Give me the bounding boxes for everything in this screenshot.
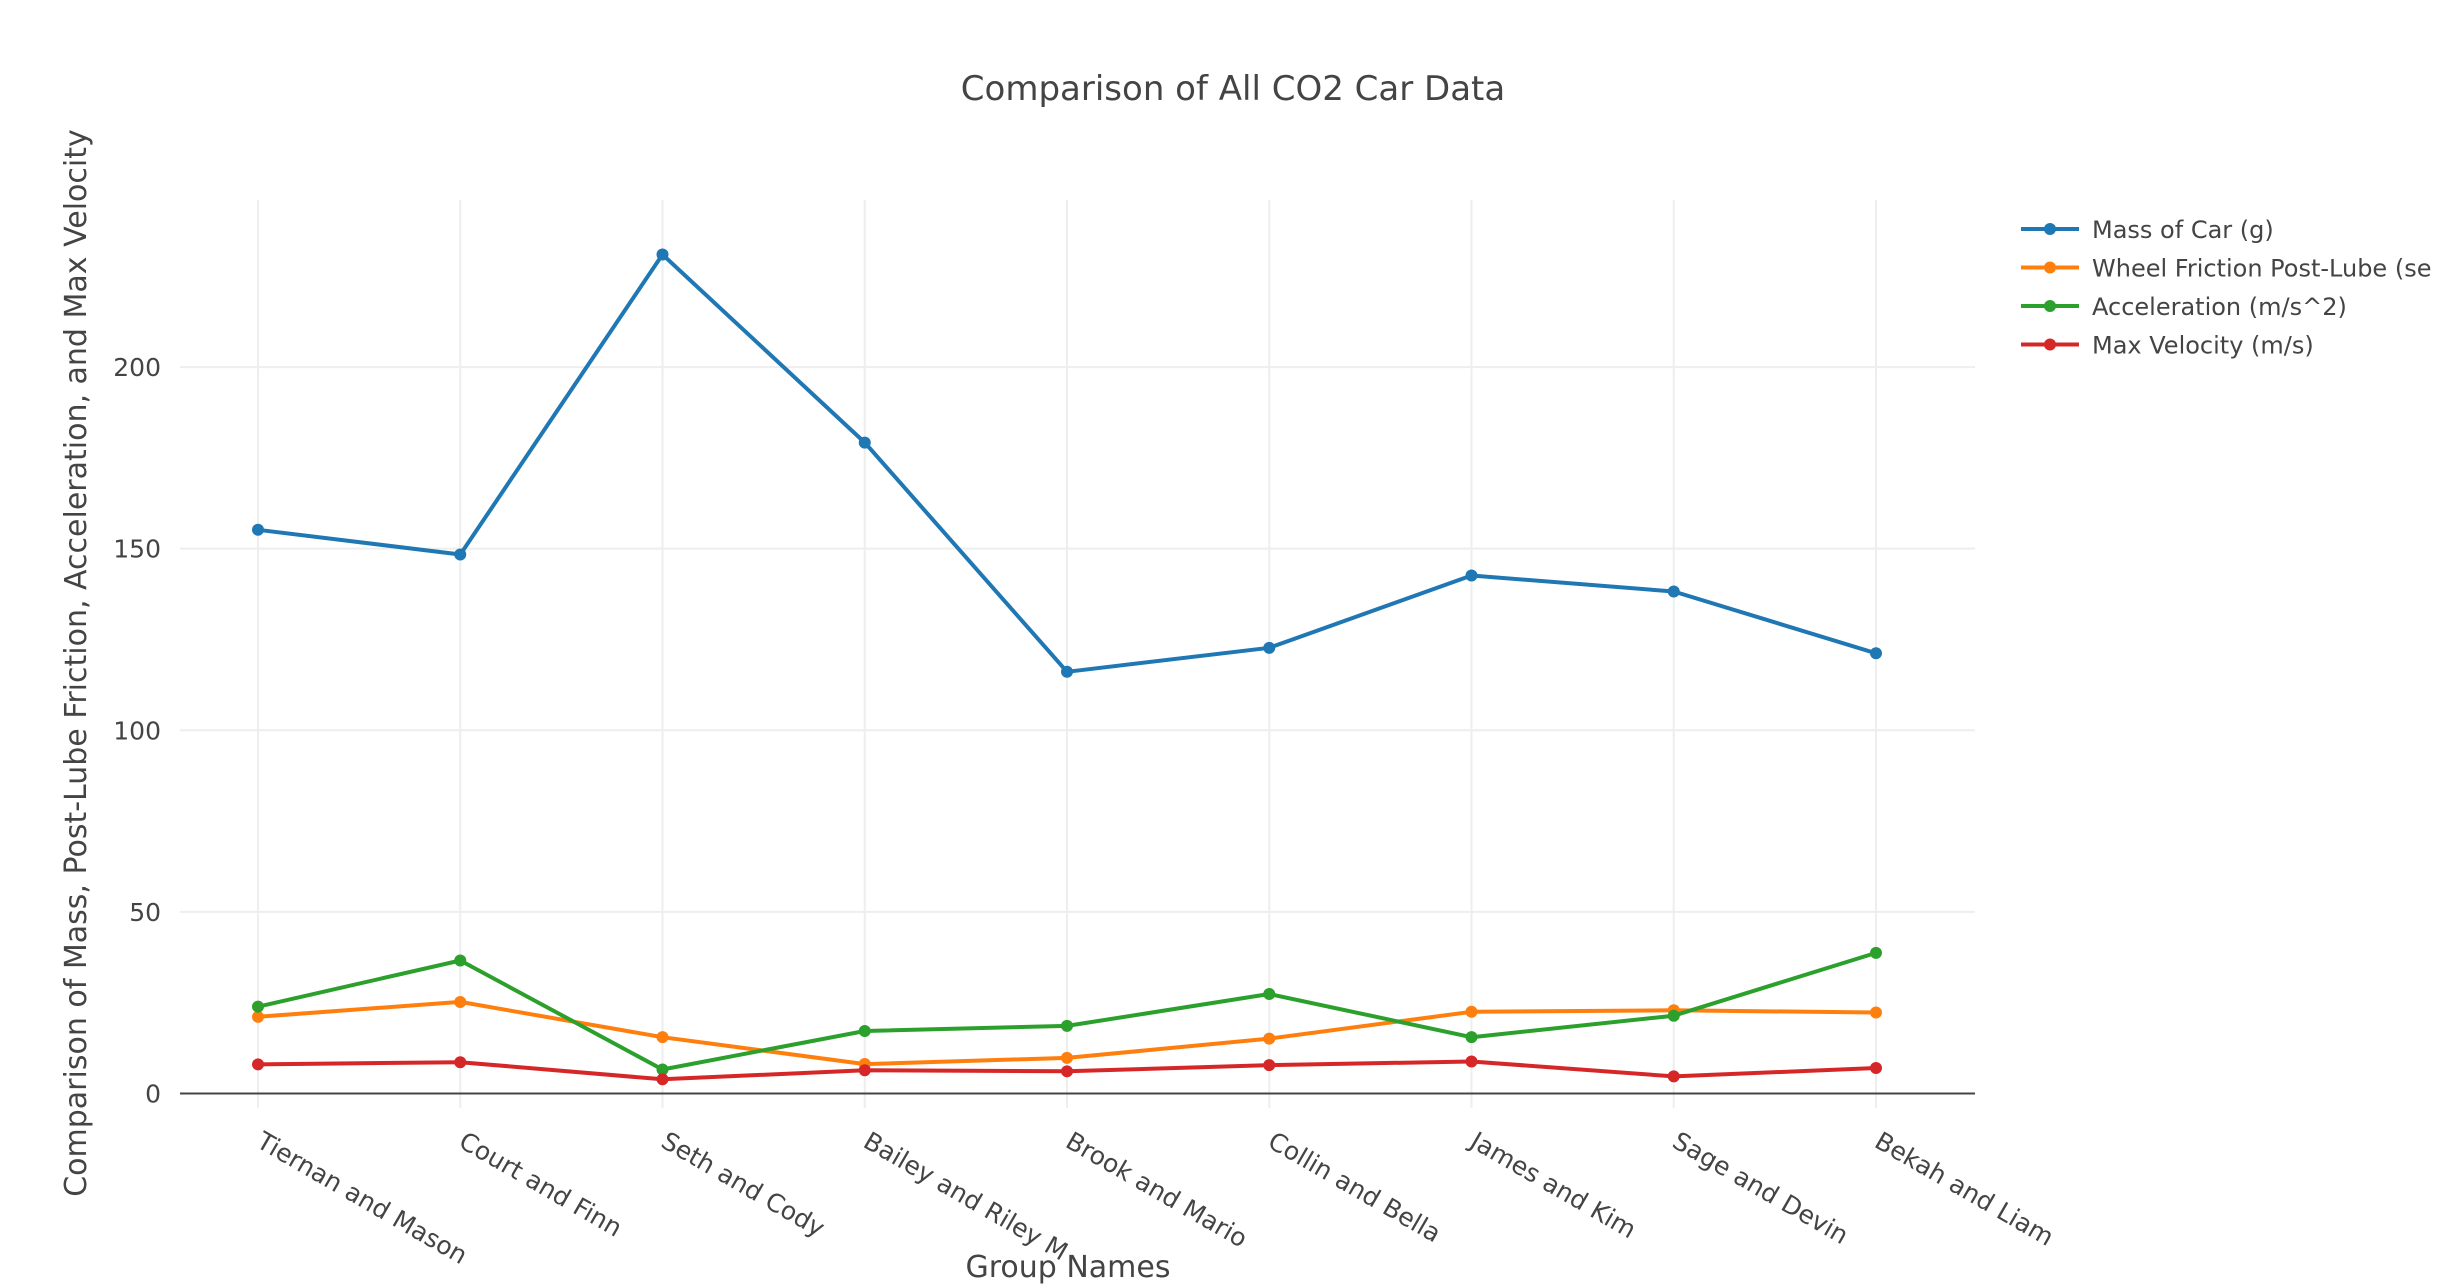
legend-item[interactable]: Acceleration (m/s^2) <box>2021 293 2347 321</box>
series-2 <box>252 995 1882 1071</box>
data-point[interactable] <box>252 1000 264 1013</box>
data-point[interactable] <box>858 1025 871 1038</box>
data-point[interactable] <box>1870 647 1882 660</box>
data-point[interactable] <box>454 995 467 1008</box>
data-point[interactable] <box>1263 1032 1276 1045</box>
x-tick-label: Tiernan and Mason <box>251 1126 472 1270</box>
legend-swatch-marker <box>2044 223 2056 235</box>
y-tick-label: 200 <box>113 353 161 382</box>
legend-item[interactable]: Max Velocity (m/s) <box>2021 332 2314 360</box>
series-layer <box>252 248 1882 1086</box>
data-point[interactable] <box>252 1010 264 1023</box>
data-point[interactable] <box>1061 1051 1073 1064</box>
data-point[interactable] <box>656 1073 669 1086</box>
legend-swatch-marker <box>2044 261 2056 274</box>
data-point[interactable] <box>1465 1031 1478 1044</box>
data-point[interactable] <box>252 1058 264 1071</box>
x-tick-label: Collin and Bella <box>1263 1126 1446 1248</box>
data-point[interactable] <box>1263 987 1276 1000</box>
x-axis-title: Group Names <box>965 1250 1170 1284</box>
data-point[interactable] <box>1263 641 1276 654</box>
data-point[interactable] <box>1870 1062 1882 1075</box>
legend[interactable]: Mass of Car (g) Wheel Friction Post-Lube … <box>2021 216 2431 360</box>
data-point[interactable] <box>1465 1005 1478 1018</box>
data-point[interactable] <box>656 248 669 261</box>
y-tick-label: 0 <box>145 1079 161 1108</box>
x-tick-label: Bailey and Riley M <box>859 1126 1073 1266</box>
data-point[interactable] <box>454 548 467 561</box>
y-tick-label: 150 <box>113 535 161 564</box>
data-point[interactable] <box>656 1031 669 1044</box>
legend-item[interactable]: Mass of Car (g) <box>2021 216 2274 244</box>
x-tick-label: Seth and Cody <box>657 1126 830 1243</box>
legend-item[interactable]: Wheel Friction Post-Lube (se <box>2021 255 2431 283</box>
y-tick-label: 100 <box>113 716 161 745</box>
legend-label: Mass of Car (g) <box>2092 216 2274 244</box>
data-point[interactable] <box>454 1056 467 1069</box>
data-point[interactable] <box>858 436 871 449</box>
x-tick-label: Sage and Devin <box>1668 1126 1854 1250</box>
series-3 <box>252 946 1882 1076</box>
x-tick-label: Court and Finn <box>454 1126 627 1243</box>
legend-swatch-marker <box>2044 300 2056 312</box>
series-1 <box>252 248 1882 678</box>
data-point[interactable] <box>1870 1006 1882 1019</box>
data-point[interactable] <box>1061 1065 1073 1078</box>
legend-swatch-marker <box>2044 338 2056 351</box>
data-point[interactable] <box>1061 665 1073 678</box>
data-point[interactable] <box>1465 569 1478 582</box>
y-axis-title: Comparison of Mass, Post-Lube Friction, … <box>59 129 94 1197</box>
x-tick-label: James and Kim <box>1464 1125 1641 1244</box>
legend-label: Max Velocity (m/s) <box>2092 332 2314 360</box>
x-tick-label: Brook and Mario <box>1061 1126 1252 1253</box>
data-point[interactable] <box>1870 946 1882 959</box>
y-tick-labels: 0 50 100 150 200 <box>113 353 161 1108</box>
series-4 <box>252 1055 1882 1086</box>
grid-layer <box>180 200 1975 1108</box>
data-point[interactable] <box>1667 1009 1680 1022</box>
data-point[interactable] <box>656 1063 669 1076</box>
legend-label: Wheel Friction Post-Lube (se <box>2092 255 2431 283</box>
data-point[interactable] <box>1667 585 1680 598</box>
data-point[interactable] <box>454 954 467 967</box>
x-tick-label: Bekah and Liam <box>1870 1126 2059 1252</box>
data-point[interactable] <box>252 523 264 536</box>
chart-title: Comparison of All CO2 Car Data <box>961 69 1505 109</box>
data-point[interactable] <box>858 1064 871 1077</box>
legend-label: Acceleration (m/s^2) <box>2092 293 2347 321</box>
y-tick-label: 50 <box>129 898 161 927</box>
data-point[interactable] <box>1061 1019 1073 1032</box>
data-point[interactable] <box>1667 1070 1680 1083</box>
data-point[interactable] <box>1465 1055 1478 1068</box>
data-point[interactable] <box>1263 1059 1276 1072</box>
